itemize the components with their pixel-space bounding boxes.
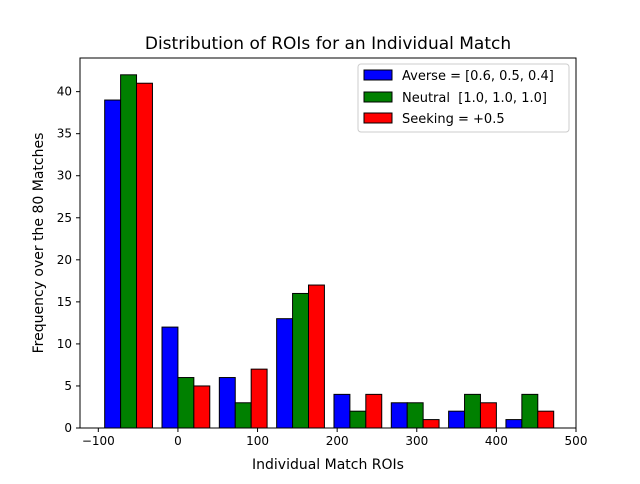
plot-frame xyxy=(79,57,577,429)
legend: Averse = [0.6, 0.5, 0.4] Neutral [1.0, 1… xyxy=(357,63,570,133)
bar-seeking-3 xyxy=(307,284,325,429)
y-tick-label: 30 xyxy=(57,169,72,183)
bar-neutral-3 xyxy=(292,292,309,429)
legend-label-neutral: Neutral [1.0, 1.0, 1.0] xyxy=(402,91,547,106)
bar-neutral-4 xyxy=(349,410,367,429)
bar-seeking-1 xyxy=(193,385,211,429)
bar-seeking-2 xyxy=(250,368,268,429)
y-tick-label: 10 xyxy=(57,337,72,351)
y-tick-label: 25 xyxy=(57,211,72,225)
x-axis-label: Individual Match ROIs xyxy=(252,457,404,473)
x-tick-label: 100 xyxy=(246,434,269,448)
bar-seeking-4 xyxy=(365,393,383,429)
bar-averse-0 xyxy=(104,99,122,429)
bar-seeking-0 xyxy=(136,82,153,429)
legend-box xyxy=(357,63,570,133)
x-tick-label: −100 xyxy=(82,434,115,448)
chart-title: Distribution of ROIs for an Individual M… xyxy=(145,34,511,54)
bar-averse-6 xyxy=(448,410,466,429)
bar-neutral-6 xyxy=(464,393,481,429)
x-tick-label: 300 xyxy=(405,434,428,448)
legend-label-seeking: Seeking = +0.5 xyxy=(402,112,505,127)
bar-neutral-5 xyxy=(406,402,424,429)
x-axis-ticks: −100 0 100 200 300 400 500 xyxy=(82,428,588,448)
bar-averse-3 xyxy=(276,318,294,429)
bar-averse-4 xyxy=(333,393,351,429)
x-tick-label: 200 xyxy=(326,434,349,448)
bar-neutral-7 xyxy=(521,393,539,429)
x-tick-label: 500 xyxy=(565,434,588,448)
legend-swatch-seeking xyxy=(363,112,393,124)
y-tick-label: 0 xyxy=(64,421,72,435)
y-tick-label: 5 xyxy=(64,379,72,393)
bar-seeking-6 xyxy=(479,402,497,429)
legend-label-averse: Averse = [0.6, 0.5, 0.4] xyxy=(402,69,554,84)
x-tick-label: 0 xyxy=(174,434,182,448)
bar-neutral-1 xyxy=(177,377,195,429)
bar-averse-2 xyxy=(218,377,236,429)
bar-averse-5 xyxy=(390,402,408,429)
bar-neutral-2 xyxy=(234,402,252,429)
y-tick-label: 20 xyxy=(57,253,72,267)
bar-averse-7 xyxy=(505,419,523,429)
y-tick-label: 35 xyxy=(57,127,72,141)
bars-group xyxy=(104,74,555,429)
bar-seeking-5 xyxy=(422,419,440,429)
y-tick-label: 40 xyxy=(57,85,72,99)
bar-neutral-0 xyxy=(120,74,138,429)
bar-seeking-7 xyxy=(537,410,555,429)
y-tick-label: 15 xyxy=(57,295,72,309)
x-tick-label: 400 xyxy=(485,434,508,448)
bar-averse-1 xyxy=(161,326,179,429)
legend-swatch-neutral xyxy=(363,91,393,103)
y-axis-ticks: 0 5 10 15 20 25 30 35 40 xyxy=(57,85,80,435)
legend-swatch-averse xyxy=(363,69,393,81)
y-axis-label: Frequency over the 80 Matches xyxy=(31,133,47,354)
